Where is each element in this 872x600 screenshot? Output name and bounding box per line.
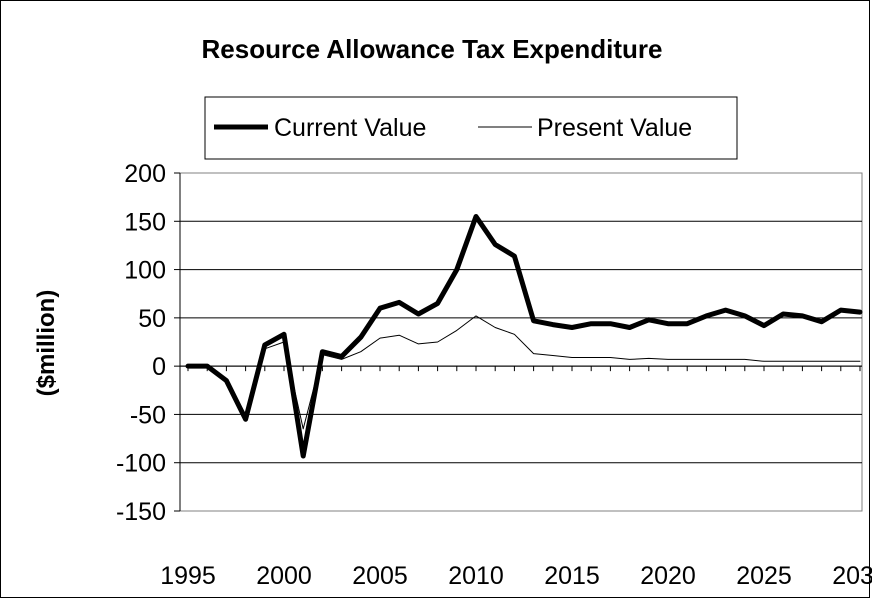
y-tick-label: 100 [124,257,166,285]
x-tick-label: 2000 [256,562,312,590]
series-line-current-value [185,214,863,459]
x-tick-label: 2005 [352,562,408,590]
chart-title: Resource Allowance Tax Expenditure [202,34,663,64]
y-tick-label: -50 [130,401,166,429]
legend-label-present-value: Present Value [537,114,692,142]
legend: Current Value Present Value [204,96,738,160]
legend-box [204,96,738,160]
axes [179,173,862,511]
y-tick-label: 200 [124,160,166,188]
x-tick-label: 2030 [832,562,872,590]
y-tick-label: -100 [116,450,166,478]
series-group [185,214,863,459]
y-tick-label: -150 [116,498,166,526]
y-tick-label: 150 [124,208,166,236]
x-tick-label: 2015 [544,562,600,590]
x-tick-label: 2010 [448,562,504,590]
x-tick-label: 2020 [640,562,696,590]
legend-label-current-value: Current Value [274,114,426,142]
y-tick-label: 0 [152,353,166,381]
y-tick-label: 50 [138,305,166,333]
y-axis-ticks: 200 150 100 50 0 -50 -100 -150 [116,160,180,526]
x-tick-label: 2025 [736,562,792,590]
series-line-present-value [187,315,861,430]
plot-area: 200 150 100 50 0 -50 -100 -150 1995 2000 2005 2010… [116,160,872,590]
x-axis-ticks: 1995 2000 2005 2010 2015 2020 2025 2030 [160,366,872,590]
y-axis-label: ($million) [33,290,60,397]
plot-border [179,172,863,512]
x-tick-label: 1995 [160,562,216,590]
